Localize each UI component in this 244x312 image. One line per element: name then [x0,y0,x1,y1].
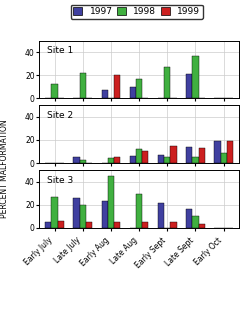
Text: PERCENT MALFORMATION: PERCENT MALFORMATION [0,119,9,218]
Bar [158,203,164,228]
Bar [221,153,227,163]
Bar [102,201,108,228]
Bar [158,155,164,163]
Bar [73,157,80,163]
Bar [199,148,205,163]
Bar [114,75,120,98]
Text: Site 3: Site 3 [47,176,73,185]
Bar [102,90,108,98]
Bar [130,156,136,163]
Bar [186,209,192,228]
Bar [45,222,51,228]
Bar [186,147,192,163]
Bar [199,224,205,228]
Bar [227,141,233,163]
Bar [80,205,86,228]
Bar [51,197,58,228]
Bar [136,194,142,228]
Bar [192,56,199,98]
Bar [214,141,221,163]
Bar [58,221,64,228]
Bar [192,157,199,163]
Text: Site 2: Site 2 [47,111,73,120]
Bar [186,74,192,98]
Bar [86,222,92,228]
Bar [108,158,114,163]
Bar [73,198,80,228]
Bar [164,157,170,163]
Bar [51,85,58,98]
Bar [170,222,177,228]
Text: Site 1: Site 1 [47,46,73,55]
Legend: 1997, 1998, 1999: 1997, 1998, 1999 [71,4,203,19]
Bar [114,157,120,163]
Bar [192,216,199,228]
Bar [80,73,86,98]
Bar [80,159,86,163]
Bar [114,222,120,228]
Bar [142,222,148,228]
Bar [142,152,148,163]
Bar [136,149,142,163]
Bar [130,87,136,98]
Bar [136,79,142,98]
Bar [170,146,177,163]
Bar [164,67,170,98]
Bar [108,176,114,228]
